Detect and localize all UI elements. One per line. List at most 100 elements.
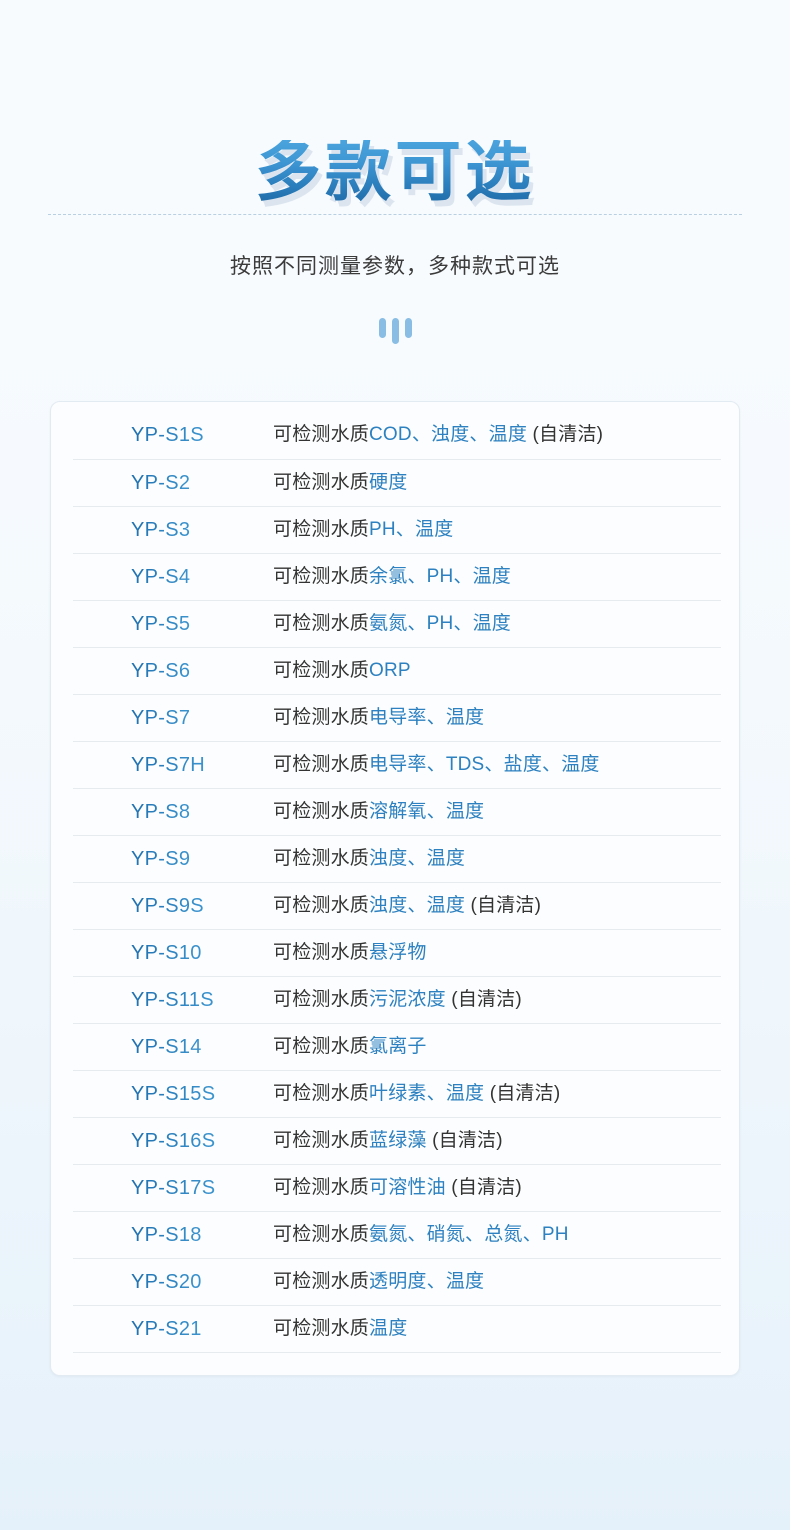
table-row: YP-S3 可检测水质PH、温度 — [51, 506, 739, 554]
description-suffix: (自清洁) — [445, 988, 522, 1010]
decor-bar-left — [378, 318, 386, 338]
model-description: 可检测水质硬度 — [273, 472, 407, 493]
model-code-cell: YP-S5 — [73, 600, 273, 648]
model-code-cell: YP-S9 — [73, 835, 273, 883]
row-left-gutter — [51, 694, 73, 741]
model-code[interactable]: YP-S1S — [131, 424, 204, 447]
row-left-gutter — [51, 835, 73, 882]
model-description-cell: 可检测水质COD、浊度、温度 (自清洁) — [273, 412, 721, 460]
description-parameters: COD、浊度、温度 — [369, 424, 528, 446]
model-description: 可检测水质电导率、TDS、盐度、温度 — [273, 754, 600, 775]
model-code[interactable]: YP-S7H — [131, 753, 206, 776]
description-parameters: 浊度、温度 — [369, 847, 466, 869]
model-code-cell: YP-S16S — [73, 1117, 273, 1165]
model-table: YP-S1S 可检测水质COD、浊度、温度 (自清洁) YP-S2 可检测水质硬度 YP… — [51, 412, 739, 1353]
row-right-gutter — [721, 600, 739, 647]
model-description: 可检测水质可溶性油 (自清洁) — [273, 1177, 522, 1198]
model-description-cell: 可检测水质溶解氧、温度 — [273, 788, 721, 836]
model-code[interactable]: YP-S9S — [131, 894, 204, 917]
model-description: 可检测水质PH、温度 — [273, 519, 453, 540]
row-right-gutter — [721, 506, 739, 553]
description-parameters: 温度 — [369, 1317, 408, 1339]
row-left-gutter — [51, 412, 73, 459]
model-code-cell: YP-S18 — [73, 1211, 273, 1259]
description-prefix: 可检测水质 — [273, 1129, 370, 1151]
model-code[interactable]: YP-S11S — [131, 988, 214, 1011]
description-prefix: 可检测水质 — [273, 800, 370, 822]
row-left-gutter — [51, 506, 73, 553]
row-right-gutter — [721, 1258, 739, 1305]
model-description-cell: 可检测水质浊度、温度 (自清洁) — [273, 882, 721, 930]
description-suffix: (自清洁) — [426, 1129, 503, 1151]
model-description: 可检测水质溶解氧、温度 — [273, 801, 484, 822]
model-code[interactable]: YP-S3 — [131, 518, 191, 541]
description-parameters: 可溶性油 — [369, 1176, 446, 1198]
description-prefix: 可检测水质 — [273, 706, 370, 728]
description-prefix: 可检测水质 — [273, 988, 370, 1010]
row-right-gutter — [721, 976, 739, 1023]
description-parameters: 余氯、PH、温度 — [369, 565, 512, 587]
description-suffix: (自清洁) — [484, 1082, 561, 1104]
model-code-cell: YP-S6 — [73, 647, 273, 695]
row-left-gutter — [51, 553, 73, 600]
description-prefix: 可检测水质 — [273, 1223, 370, 1245]
page-subtitle: 按照不同测量参数，多种款式可选 — [230, 255, 560, 278]
description-prefix: 可检测水质 — [273, 659, 370, 681]
model-code[interactable]: YP-S16S — [131, 1129, 216, 1152]
row-left-gutter — [51, 1164, 73, 1211]
model-code-cell: YP-S15S — [73, 1070, 273, 1118]
decor-bar-center — [391, 318, 399, 344]
model-code[interactable]: YP-S2 — [131, 471, 191, 494]
model-code[interactable]: YP-S5 — [131, 612, 191, 635]
model-description-cell: 可检测水质PH、温度 — [273, 506, 721, 554]
row-right-gutter — [721, 1117, 739, 1164]
description-parameters: 溶解氧、温度 — [369, 800, 485, 822]
row-right-gutter — [721, 412, 739, 459]
model-code[interactable]: YP-S8 — [131, 800, 191, 823]
row-left-gutter — [51, 1305, 73, 1352]
model-description: 可检测水质氯离子 — [273, 1036, 427, 1057]
table-row: YP-S9S 可检测水质浊度、温度 (自清洁) — [51, 882, 739, 930]
table-row: YP-S11S 可检测水质污泥浓度 (自清洁) — [51, 976, 739, 1024]
model-code-cell: YP-S4 — [73, 553, 273, 601]
model-description-cell: 可检测水质硬度 — [273, 459, 721, 507]
model-code-cell: YP-S17S — [73, 1164, 273, 1212]
model-code[interactable]: YP-S21 — [131, 1317, 202, 1340]
model-code[interactable]: YP-S15S — [131, 1082, 216, 1105]
row-right-gutter — [721, 694, 739, 741]
model-code[interactable]: YP-S10 — [131, 941, 202, 964]
description-suffix: (自清洁) — [527, 424, 604, 446]
model-code-cell: YP-S7 — [73, 694, 273, 742]
model-code[interactable]: YP-S7 — [131, 706, 191, 729]
model-code[interactable]: YP-S6 — [131, 659, 191, 682]
model-description-cell: 可检测水质浊度、温度 — [273, 835, 721, 883]
model-code[interactable]: YP-S4 — [131, 565, 191, 588]
description-parameters: 悬浮物 — [369, 941, 427, 963]
description-parameters: 电导率、TDS、盐度、温度 — [369, 753, 600, 775]
table-row: YP-S6 可检测水质ORP — [51, 647, 739, 695]
description-parameters: 氨氮、PH、温度 — [369, 612, 512, 634]
model-description-cell: 可检测水质氨氮、硝氮、总氮、PH — [273, 1211, 721, 1259]
model-code[interactable]: YP-S9 — [131, 847, 191, 870]
description-prefix: 可检测水质 — [273, 518, 370, 540]
model-description: 可检测水质氨氮、硝氮、总氮、PH — [273, 1224, 569, 1245]
description-parameters: 污泥浓度 — [369, 988, 446, 1010]
row-left-gutter — [51, 1117, 73, 1164]
description-prefix: 可检测水质 — [273, 1035, 370, 1057]
model-code[interactable]: YP-S20 — [131, 1270, 202, 1293]
table-row: YP-S8 可检测水质溶解氧、温度 — [51, 788, 739, 836]
model-description: 可检测水质浊度、温度 — [273, 848, 465, 869]
description-prefix: 可检测水质 — [273, 1176, 370, 1198]
description-parameters: 电导率、温度 — [369, 706, 485, 728]
model-code[interactable]: YP-S18 — [131, 1223, 202, 1246]
description-parameters: 叶绿素、温度 — [369, 1082, 485, 1104]
model-code-cell: YP-S21 — [73, 1305, 273, 1353]
model-code-cell: YP-S20 — [73, 1258, 273, 1306]
model-code[interactable]: YP-S17S — [131, 1176, 216, 1199]
model-code[interactable]: YP-S14 — [131, 1035, 202, 1058]
description-prefix: 可检测水质 — [273, 612, 370, 634]
model-code-cell: YP-S9S — [73, 882, 273, 930]
row-right-gutter — [721, 553, 739, 600]
model-description: 可检测水质温度 — [273, 1318, 407, 1339]
description-prefix: 可检测水质 — [273, 565, 370, 587]
